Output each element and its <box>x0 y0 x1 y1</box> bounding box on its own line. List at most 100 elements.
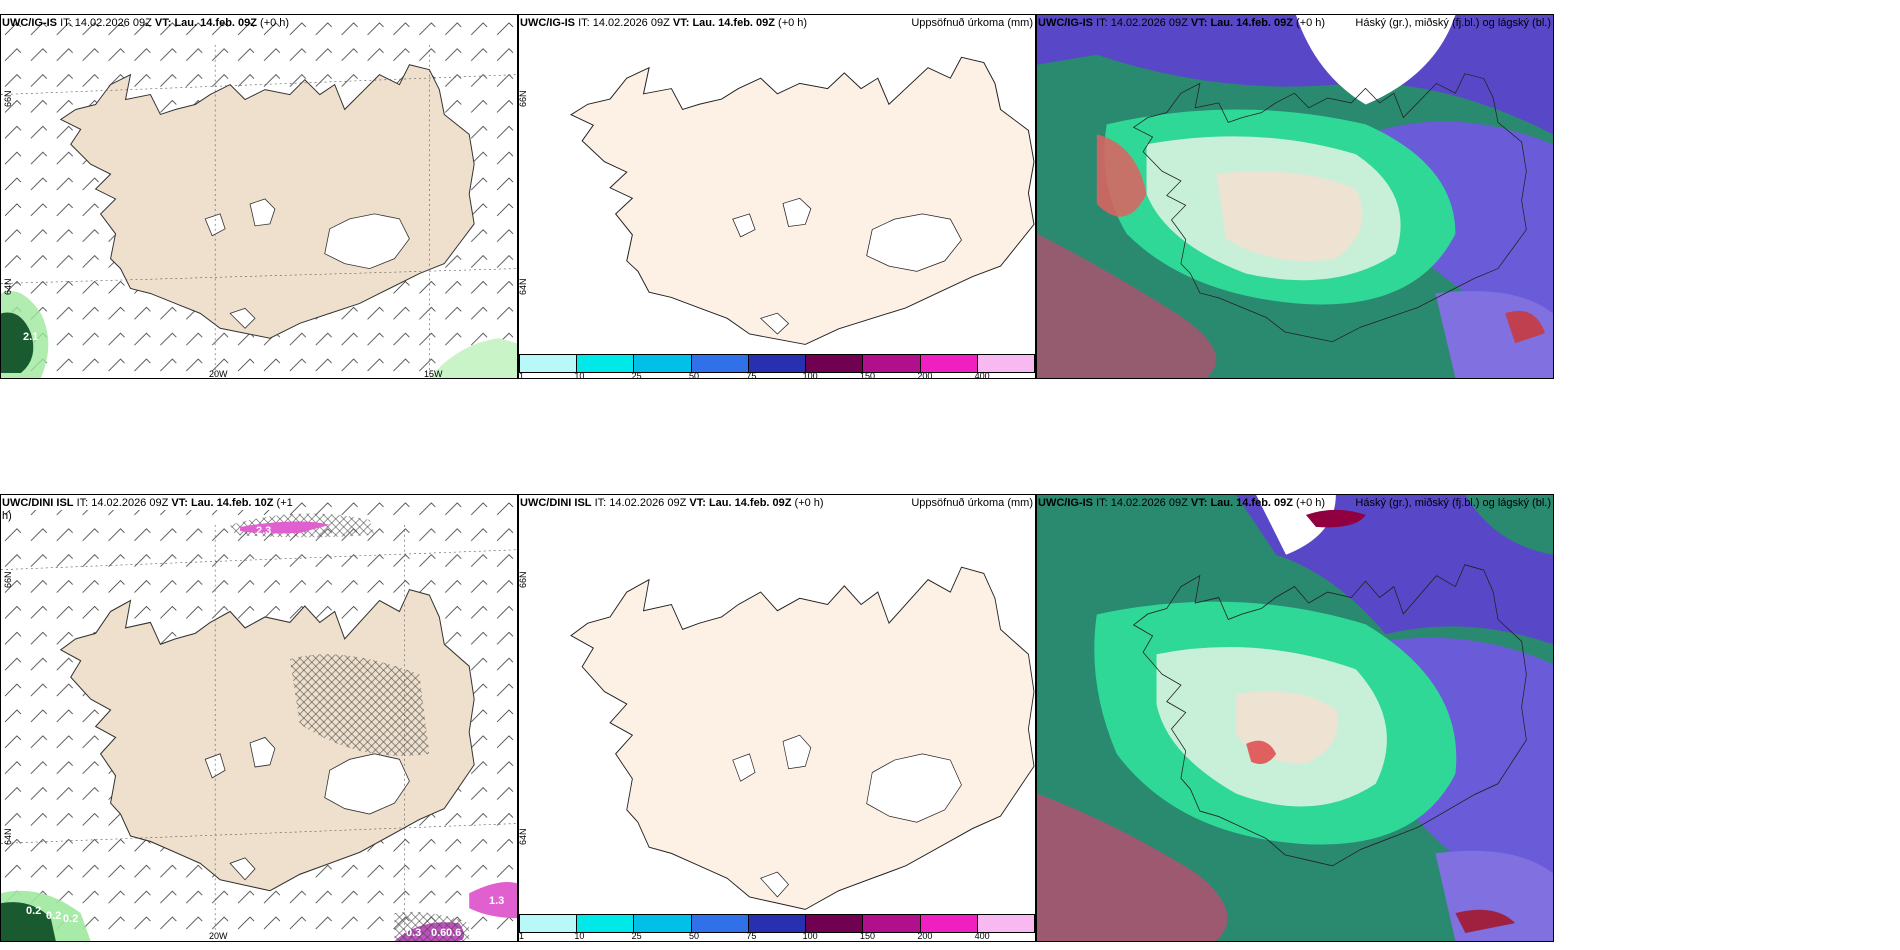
value-label: 1.3 <box>489 895 505 907</box>
colorbar-tick-label: 25 <box>631 371 642 379</box>
colorbar-tick-label: 400 <box>974 931 990 941</box>
vt-label: VT: <box>672 17 690 29</box>
colorbar-tick-label: 100 <box>802 931 818 941</box>
model-name: UWC/IG-IS <box>1038 497 1093 509</box>
colorbar-swatch <box>577 355 635 372</box>
lat-label-66n: 66N <box>518 90 528 107</box>
panel-clouds-ig-is: UWC/IG-IS IT: 14.02.2026 09Z VT: Lau. 14… <box>1036 14 1554 379</box>
panel-header: UWC/IG-IS IT: 14.02.2026 09Z VT: Lau. 14… <box>1038 497 1325 510</box>
lead-time: (+1 <box>276 497 293 509</box>
colorbar-swatch <box>863 355 921 372</box>
colorbar-swatch <box>806 355 864 372</box>
value-label: 0.2 <box>46 910 62 922</box>
lon-label-20w: 20W <box>209 931 228 941</box>
colorbar-swatch <box>577 915 635 932</box>
colorbar-swatch <box>977 355 1034 372</box>
lat-label-66n: 66N <box>3 571 13 588</box>
colorbar-tick-label: 400 <box>974 371 990 379</box>
vt-label: VT: <box>1190 17 1208 29</box>
panel-clouds-dini-isl: UWC/IG-IS IT: 14.02.2026 09Z VT: Lau. 14… <box>1036 494 1554 942</box>
value-label: 2.1 <box>23 331 39 343</box>
colorbar-tick-label: 10 <box>574 931 585 941</box>
valid-time: Lau. 14.feb. 09Z <box>174 17 257 29</box>
colorbar-tick-label: 50 <box>688 371 700 379</box>
value-label: 0.6 <box>446 927 462 939</box>
colorbar-swatch <box>920 915 978 932</box>
colorbar-tick-label: 75 <box>746 371 757 379</box>
colorbar-swatch <box>691 355 749 372</box>
init-time: 14.02.2026 09Z <box>609 497 687 509</box>
colorbar-swatch <box>520 355 578 372</box>
colorbar-tick-label: 1 <box>519 931 525 941</box>
it-label: IT: <box>594 497 607 509</box>
valid-time: Lau. 14.feb. 10Z <box>190 497 274 509</box>
colorbar-swatch <box>748 355 807 372</box>
panel-title: Uppsöfnuð úrkoma (mm) <box>911 17 1033 29</box>
colorbar-labels: 1 10 25 50 75 100 150 200 400 <box>519 371 1035 379</box>
panel-header: UWC/DINI ISL IT: 14.02.2026 09Z VT: Lau.… <box>520 497 824 510</box>
panel-header: UWC/DINI ISL IT: 14.02.2026 09Z VT: Lau.… <box>2 497 293 510</box>
model-name: UWC/IG-IS <box>2 17 57 29</box>
colorbar-tick-label: 200 <box>917 371 933 379</box>
colorbar-swatch <box>863 915 921 932</box>
it-label: IT: <box>60 17 72 29</box>
colorbar-swatch <box>691 915 749 932</box>
lead-time-cont: h) <box>2 510 12 522</box>
wind-map <box>1 15 517 378</box>
panel-wind-dini-isl: UWC/DINI ISL IT: 14.02.2026 09Z VT: Lau.… <box>0 494 518 942</box>
panel-header: UWC/IG-IS IT: 14.02.2026 09Z VT: Lau. 14… <box>2 17 289 30</box>
colorbar-swatch <box>520 915 578 932</box>
colorbar-swatch <box>634 915 692 932</box>
value-label: 0.3 <box>406 927 422 939</box>
colorbar <box>519 914 1035 933</box>
init-time: 14.02.2026 09Z <box>74 17 152 29</box>
it-label: IT: <box>1096 497 1108 509</box>
panel-precip-dini-isl: UWC/DINI ISL IT: 14.02.2026 09Z VT: Lau.… <box>518 494 1036 942</box>
lead-time: (+0 h) <box>778 17 808 29</box>
colorbar-tick-label: 75 <box>746 931 757 941</box>
colorbar-swatch <box>977 915 1034 932</box>
panel-title: Háský (gr.), miðský (fj.bl.) og lágský (… <box>1355 497 1551 509</box>
value-label: 0.2 <box>26 905 42 917</box>
valid-time: Lau. 14.feb. 09Z <box>708 497 792 509</box>
lead-time: (+0 h) <box>794 497 824 509</box>
init-time: 14.02.2026 09Z <box>91 497 169 509</box>
model-name: UWC/IG-IS <box>1038 17 1093 29</box>
init-time: 14.02.2026 09Z <box>1110 497 1188 509</box>
wind-map <box>1 495 517 941</box>
it-label: IT: <box>76 497 89 509</box>
cloud-map <box>1037 495 1553 941</box>
colorbar-tick-label: 200 <box>917 931 933 941</box>
lead-time: (+0 h) <box>1296 17 1326 29</box>
lon-label-15w: 15W <box>424 369 443 379</box>
vt-label: VT: <box>171 497 188 509</box>
model-name: UWC/IG-IS <box>520 17 575 29</box>
panel-title: Uppsöfnuð úrkoma (mm) <box>911 497 1033 509</box>
colorbar <box>519 354 1035 373</box>
vt-label: VT: <box>154 17 172 29</box>
lon-label-20w: 20W <box>209 369 228 379</box>
valid-time: Lau. 14.feb. 09Z <box>1210 17 1293 29</box>
value-label: 0.6 <box>431 927 447 939</box>
colorbar-tick-label: 10 <box>574 371 585 379</box>
colorbar-tick-label: 100 <box>802 371 818 379</box>
precip-map <box>570 566 1035 911</box>
lat-label-66n: 66N <box>518 571 528 588</box>
lat-label-64n: 64N <box>3 828 13 845</box>
colorbar-tick-label: 50 <box>688 931 700 941</box>
precip-map <box>570 56 1035 345</box>
lead-time: (+0 h) <box>1296 497 1326 509</box>
vt-label: VT: <box>689 497 706 509</box>
lat-label-64n: 64N <box>518 278 528 295</box>
it-label: IT: <box>1096 17 1108 29</box>
colorbar-swatch <box>748 915 807 932</box>
panel-title: Háský (gr.), miðský (fj.bl.) og lágský (… <box>1355 17 1551 29</box>
lat-label-64n: 64N <box>518 828 528 845</box>
valid-time: Lau. 14.feb. 09Z <box>692 17 775 29</box>
colorbar-swatch <box>634 355 692 372</box>
colorbar-tick-label: 150 <box>859 931 876 941</box>
valid-time: Lau. 14.feb. 09Z <box>1210 497 1293 509</box>
value-label: 0.2 <box>63 913 79 925</box>
panel-precip-ig-is: UWC/IG-IS IT: 14.02.2026 09Z VT: Lau. 14… <box>518 14 1036 379</box>
init-time: 14.02.2026 09Z <box>1110 17 1188 29</box>
